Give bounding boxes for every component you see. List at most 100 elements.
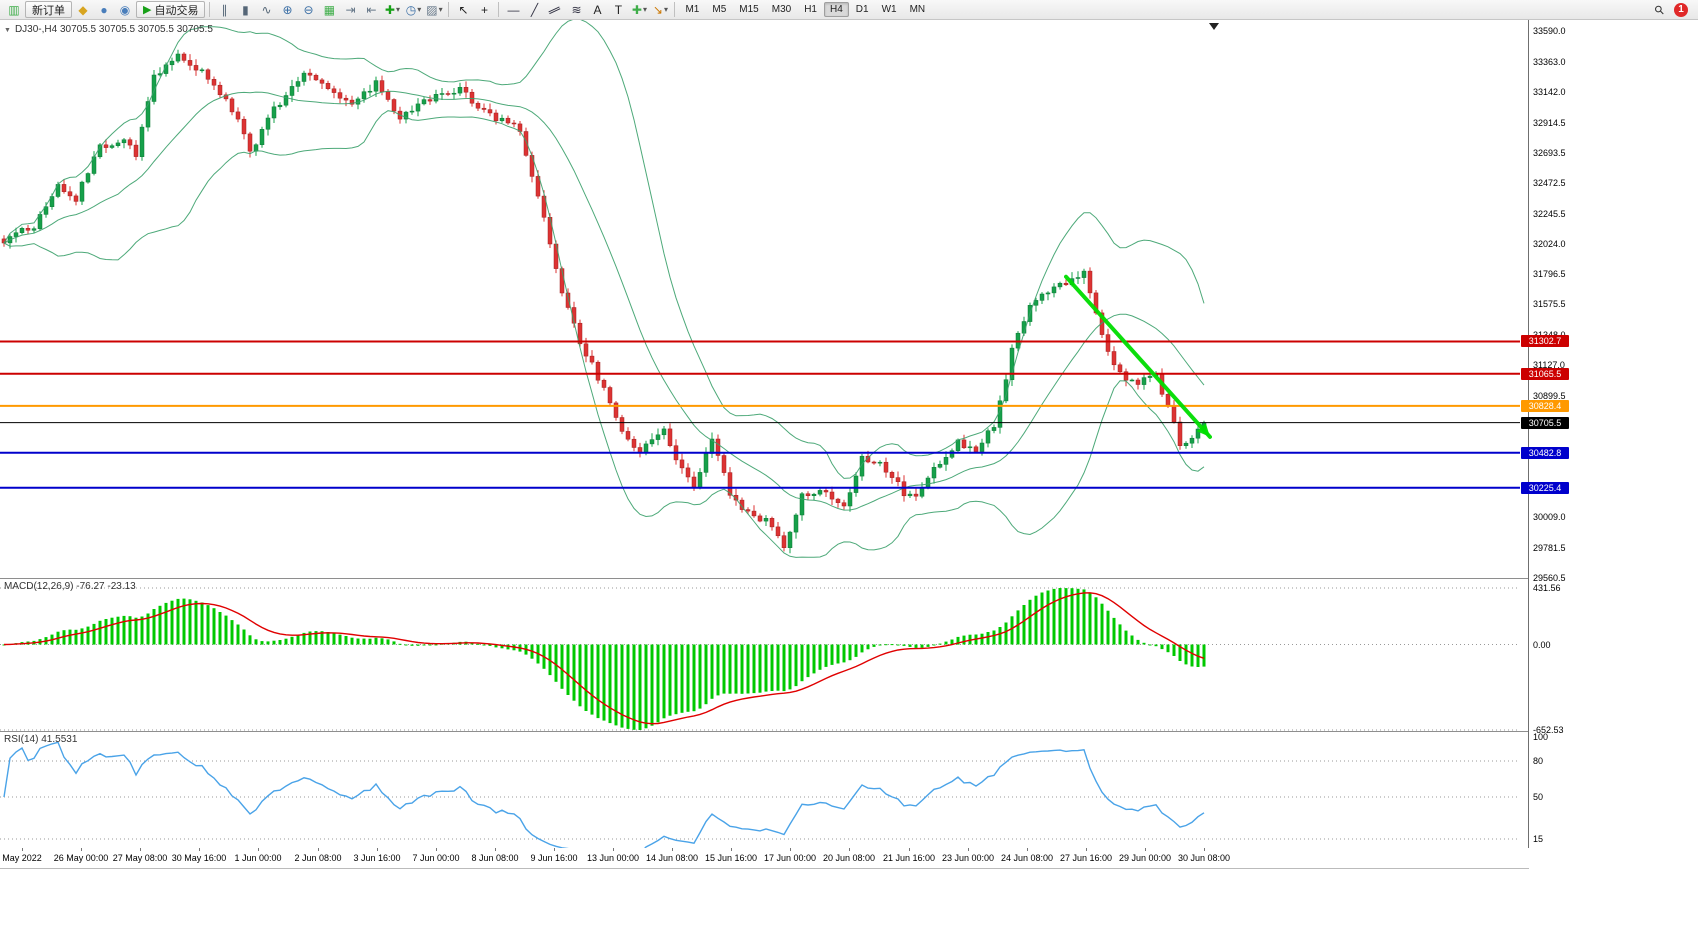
chart-shift-icon-glyph: ⇤ (366, 2, 377, 17)
auto-scroll-icon[interactable]: ⇥ (340, 1, 360, 18)
templates-icon-glyph: ▨ (426, 2, 438, 17)
market-watch-icon[interactable]: ● (94, 1, 114, 18)
macd-pane[interactable] (0, 578, 1528, 731)
time-label: 7 Jun 00:00 (412, 853, 460, 863)
autotrade-button[interactable]: ▶ 自动交易 (136, 1, 206, 18)
line-chart-icon-glyph: ∿ (261, 2, 272, 17)
templates-icon[interactable]: ▨ ▾ (424, 1, 444, 18)
main-chart-pane[interactable] (0, 20, 1528, 578)
price-line-badge: 30828.4 (1521, 400, 1569, 412)
price-line-badge: 30705.5 (1521, 417, 1569, 429)
notification-badge[interactable]: 1 (1674, 2, 1688, 17)
data-window-icon[interactable]: ◉ (115, 1, 135, 18)
periods-icon-dropdown[interactable]: ▾ (417, 5, 422, 14)
periods-icon[interactable]: ◷ ▾ (403, 1, 423, 18)
timeframe-button-h1[interactable]: H1 (804, 4, 817, 15)
arrows-icon[interactable]: ↘ ▾ (650, 1, 670, 18)
zoom-in-icon[interactable]: ⊕ (277, 1, 297, 18)
text-icon[interactable]: A (587, 1, 607, 18)
new-order-button[interactable]: 新订单 (25, 1, 72, 18)
chart-shift-icon[interactable]: ⇤ (361, 1, 381, 18)
price-axis-label: 80 (1533, 756, 1544, 766)
cursor-icon[interactable]: ↖ (453, 1, 473, 18)
time-axis-tick (790, 848, 791, 851)
time-label: 30 May 16:00 (171, 853, 227, 863)
timeframe-button-m5[interactable]: M5 (712, 4, 727, 15)
time-axis-tick (849, 848, 850, 851)
add-indicator-icon[interactable]: ✚ ▾ (382, 1, 402, 18)
time-axis-tick (22, 848, 23, 851)
price-axis-label: 31575.5 (1533, 299, 1566, 309)
fibonacci-icon[interactable]: ≋ (566, 1, 586, 18)
time-label: 3 Jun 16:00 (353, 853, 401, 863)
time-axis-tick (1145, 848, 1146, 851)
time-axis-tick (731, 848, 732, 851)
zoom-out-icon[interactable]: ⊖ (298, 1, 318, 18)
toolbar-separator (209, 2, 211, 17)
pane-separator[interactable] (0, 578, 1529, 579)
timeframe-button-m15[interactable]: M15 (739, 4, 759, 15)
crosshair-icon[interactable]: + (474, 1, 494, 18)
toolbar-separator (674, 2, 676, 17)
time-axis-tick (199, 848, 200, 851)
shapes-icon[interactable]: ✚ ▾ (629, 1, 649, 18)
time-axis-tick (81, 848, 82, 851)
arrows-icon-dropdown[interactable]: ▾ (663, 5, 668, 14)
crosshair-icon-glyph: + (480, 2, 488, 17)
time-axis-tick (318, 848, 319, 851)
time-axis-tick (258, 848, 259, 851)
pane-separator[interactable] (0, 731, 1529, 732)
time-label: 21 Jun 16:00 (882, 853, 936, 863)
bar-chart-icon[interactable]: ∥ (214, 1, 234, 18)
timeframe-button-w1[interactable]: W1 (881, 4, 897, 15)
time-axis-tick (672, 848, 673, 851)
rsi-pane[interactable] (0, 731, 1528, 848)
horizontal-line-icon[interactable]: ― (503, 1, 523, 18)
one-click-trading-toggle[interactable]: ▼ (4, 27, 11, 34)
arrows-icon-glyph: ↘ (652, 2, 663, 17)
time-label: 27 Jun 16:00 (1059, 853, 1113, 863)
price-axis-label: 31796.5 (1533, 269, 1566, 279)
price-line-badge: 30225.4 (1521, 482, 1569, 494)
timeframe-button-h4[interactable]: H4 (823, 2, 849, 17)
timeframe-button-d1[interactable]: D1 (855, 4, 869, 15)
time-label: 15 Jun 16:00 (704, 853, 758, 863)
chart-window-icon[interactable]: ▥ (4, 1, 24, 18)
price-axis-label: 33590.0 (1533, 26, 1566, 36)
autotrade-button-glyph: ▶ (143, 4, 152, 16)
shapes-icon-dropdown[interactable]: ▾ (642, 5, 647, 14)
timeframe-button-mn[interactable]: MN (909, 4, 926, 15)
candlestick-chart-icon[interactable]: ▮ (235, 1, 255, 18)
fibonacci-icon-glyph: ≋ (571, 2, 582, 17)
periods-icon-glyph: ◷ (405, 2, 417, 17)
tile-windows-icon[interactable]: ▦ (319, 1, 339, 18)
rsi-indicator-label: RSI(14) 41.5531 (4, 734, 78, 745)
toolbar-separator (448, 2, 450, 17)
profiles-icon[interactable]: ◆ (73, 1, 93, 18)
price-axis-label: 32245.5 (1533, 209, 1566, 219)
price-axis-label: 33142.0 (1533, 87, 1566, 97)
time-axis-tick (377, 848, 378, 851)
price-axis-label: 30899.5 (1533, 391, 1566, 401)
templates-icon-dropdown[interactable]: ▾ (438, 5, 443, 14)
price-axis-label: 33363.0 (1533, 57, 1566, 67)
timeframe-button-m1[interactable]: M1 (685, 4, 700, 15)
trendline-icon[interactable]: ╱ (524, 1, 544, 18)
data-window-icon-glyph: ◉ (119, 2, 131, 17)
time-label: 17 Jun 00:00 (763, 853, 817, 863)
add-indicator-icon-dropdown[interactable]: ▾ (395, 5, 400, 14)
autotrade-button-label: 自动交易 (154, 4, 199, 17)
search-icon[interactable]: ⚲ (1649, 1, 1669, 18)
label-icon-glyph: T (614, 2, 623, 17)
zoom-out-icon-glyph: ⊖ (303, 2, 314, 17)
line-chart-icon[interactable]: ∿ (256, 1, 276, 18)
time-label: 29 Jun 00:00 (1118, 853, 1172, 863)
label-icon[interactable]: T (608, 1, 628, 18)
price-axis-label: 29560.5 (1533, 573, 1566, 583)
toolbar: ▥ 新订单 ◆ ● ◉ ▶ 自动交易 ∥ ▮ ∿ ⊕ ⊖ ▦ ⇥ ⇤ ✚ ▾ ◷ ▾ ▨ ▾ ↖ + ― ╱ ∥ ≋ A T ✚ ▾ ↘ ▾ M1… (0, 0, 1698, 20)
channel-icon[interactable]: ∥ (545, 1, 565, 18)
price-axis-label: 0.00 (1533, 640, 1551, 650)
time-axis-tick (1027, 848, 1028, 851)
time-axis-tick (554, 848, 555, 851)
timeframe-button-m30[interactable]: M30 (771, 4, 792, 15)
